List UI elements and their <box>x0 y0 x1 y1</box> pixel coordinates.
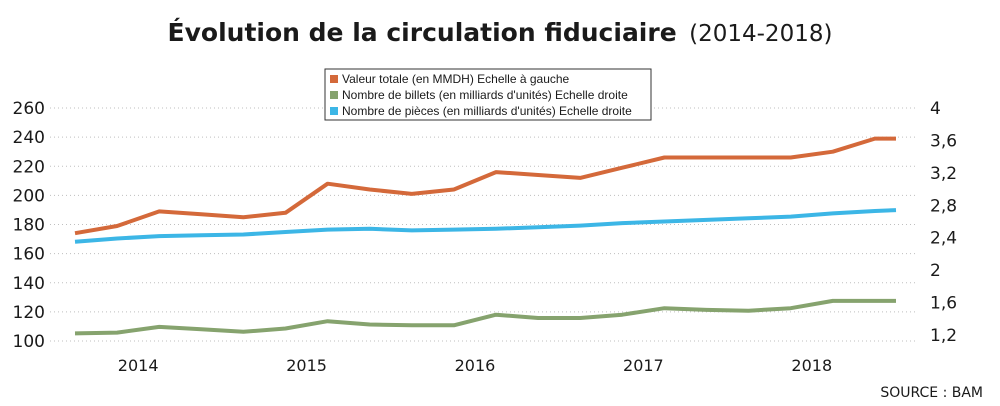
legend-swatch <box>330 107 338 115</box>
legend-label: Nombre de pièces (en milliards d'unités)… <box>342 104 632 118</box>
right-tick-label: 4 <box>930 99 941 119</box>
left-tick-label: 240 <box>13 128 45 148</box>
legend-label: Valeur totale (en MMDH) Echelle à gauche <box>342 72 570 86</box>
legend-swatch <box>330 91 338 99</box>
x-tick-label: 2015 <box>286 356 327 375</box>
right-tick-label: 2 <box>930 261 941 281</box>
left-tick-label: 200 <box>13 186 45 206</box>
source-note: SOURCE : BAM <box>880 385 983 401</box>
left-tick-label: 160 <box>13 245 45 265</box>
left-tick-label: 100 <box>13 332 45 352</box>
x-tick-label: 2018 <box>791 356 832 375</box>
chart-title-main: Évolution de la circulation fiduciaire <box>168 18 677 47</box>
legend-box <box>324 68 652 121</box>
right-axis: 1,2 1,6 2 2,4 2,8 3,2 3,6 4 <box>930 99 957 346</box>
chart-title: Évolution de la circulation fiduciaire (… <box>168 18 833 47</box>
series-line-2 <box>74 298 896 336</box>
x-tick-label: 2016 <box>455 356 496 375</box>
x-tick-label: 2014 <box>118 356 159 375</box>
legend-swatch <box>330 75 338 83</box>
right-tick-label: 3,2 <box>930 164 957 184</box>
series-line-3 <box>74 208 897 244</box>
right-tick-label: 2,4 <box>930 229 957 249</box>
grid-lines <box>50 107 915 342</box>
left-tick-label: 120 <box>13 303 45 323</box>
left-tick-label: 220 <box>13 157 45 177</box>
right-tick-label: 1,6 <box>930 294 957 314</box>
right-tick-label: 1,2 <box>930 326 957 346</box>
series-lines <box>74 136 897 336</box>
left-axis: 100 120 140 160 180 200 220 240 260 <box>13 99 45 352</box>
left-tick-label: 180 <box>13 216 45 236</box>
left-tick-label: 260 <box>13 99 45 119</box>
legend-label: Nombre de billets (en milliards d'unités… <box>342 88 628 102</box>
right-tick-label: 3,6 <box>930 131 957 151</box>
x-axis: 2014 2015 2016 2017 2018 <box>118 356 832 375</box>
right-tick-label: 2,8 <box>930 196 957 216</box>
chart-title-sub: (2014-2018) <box>689 21 832 47</box>
series-line-1 <box>74 136 896 236</box>
left-tick-label: 140 <box>13 274 45 294</box>
x-tick-label: 2017 <box>623 356 664 375</box>
legend: Valeur totale (en MMDH) Echelle à gauche… <box>324 68 652 121</box>
